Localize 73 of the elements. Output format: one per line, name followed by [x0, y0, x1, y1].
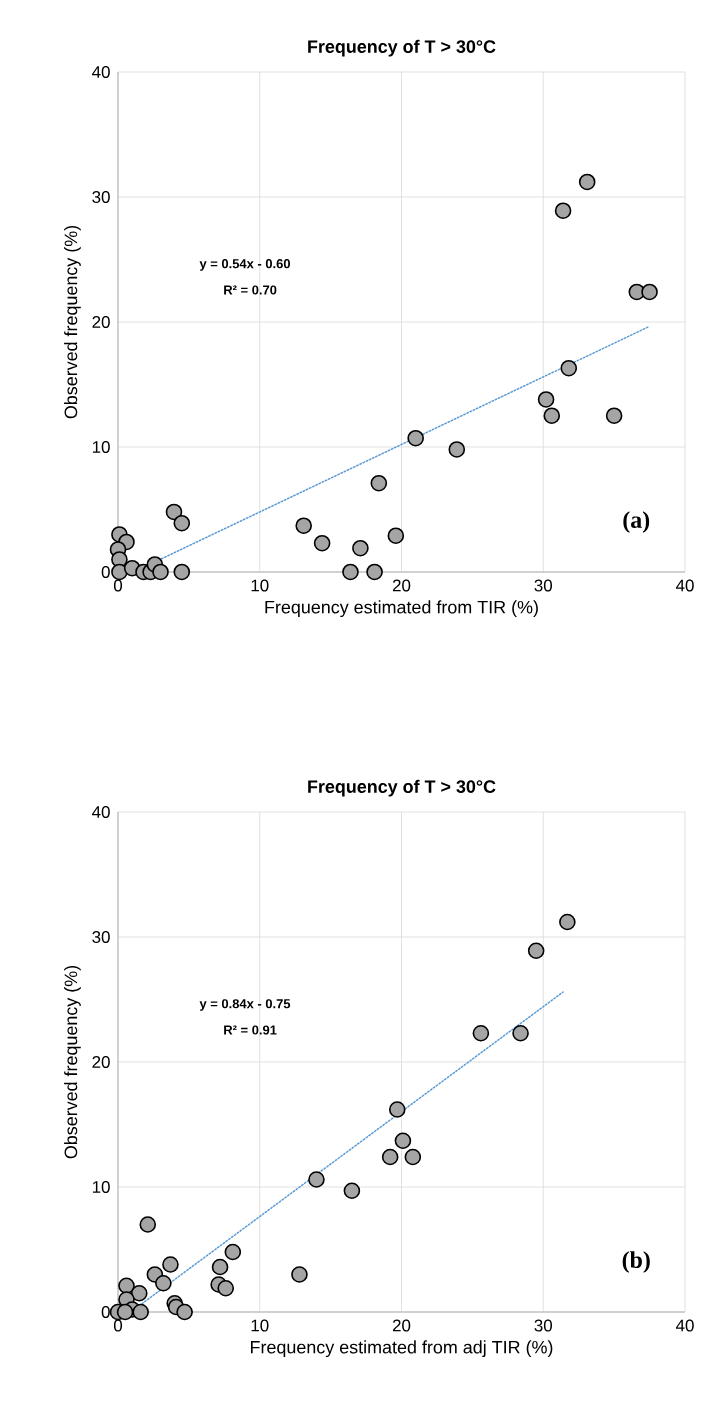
point — [370, 474, 388, 492]
point — [448, 441, 466, 458]
x-tick-label: 40 — [675, 579, 694, 592]
point — [132, 1303, 149, 1321]
point — [527, 942, 545, 960]
point — [313, 534, 331, 552]
x-tick-label: 30 — [534, 1319, 553, 1332]
point — [291, 1266, 308, 1283]
annotation: R² = 0.91 — [224, 1025, 277, 1035]
x-tick-label: 40 — [675, 1319, 694, 1332]
point — [224, 1243, 242, 1261]
point — [152, 563, 169, 581]
point — [388, 1101, 406, 1118]
y-tick-label: 40 — [92, 65, 110, 78]
annotation: y = 0.84x - 0.75 — [199, 999, 291, 1011]
y-tick-label: 20 — [92, 1056, 110, 1068]
point — [162, 1256, 179, 1273]
y-axis-title: Observed frequency (%) — [64, 965, 81, 1159]
x-tick-label: 10 — [251, 1319, 269, 1332]
point — [543, 407, 561, 425]
point — [173, 514, 191, 532]
point — [217, 1279, 235, 1297]
x-axis-title: Frequency estimated from adj TIR (%) — [250, 1340, 553, 1358]
x-tick-label: 20 — [392, 1319, 411, 1332]
x-tick-label: 0 — [113, 579, 123, 592]
point — [366, 563, 383, 581]
chart-title: Frequency of T > 30°C — [308, 39, 496, 57]
point — [537, 391, 555, 408]
y-axis-title: Observed frequency (%) — [64, 225, 81, 419]
y-tick-label: 0 — [101, 565, 110, 578]
x-tick-label: 20 — [392, 579, 411, 592]
y-tick-label: 0 — [101, 1306, 110, 1318]
point — [130, 1284, 148, 1302]
point — [176, 1303, 193, 1321]
point — [560, 359, 578, 377]
y-tick-label: 10 — [92, 440, 110, 453]
annotation: (a) — [623, 511, 650, 533]
point — [512, 1024, 529, 1042]
point — [472, 1024, 490, 1042]
point — [173, 563, 191, 581]
x-tick-label: 0 — [113, 1319, 123, 1332]
point — [295, 517, 312, 535]
point — [407, 429, 424, 447]
x-tick-label: 30 — [534, 579, 553, 592]
point — [404, 1148, 422, 1166]
chart-title: Frequency of T > 30°C — [308, 779, 496, 797]
annotation: R² = 0.70 — [224, 285, 277, 295]
point — [578, 173, 596, 191]
point — [387, 527, 405, 545]
point — [308, 1171, 325, 1188]
point — [342, 563, 359, 581]
y-tick-label: 10 — [92, 1181, 110, 1193]
point — [641, 283, 658, 301]
point — [343, 1182, 361, 1200]
point — [165, 503, 183, 521]
point — [559, 913, 576, 931]
y-tick-label: 30 — [92, 931, 110, 943]
y-tick-label: 20 — [92, 315, 110, 328]
point — [394, 1132, 412, 1150]
annotation: y = 0.54x - 0.60 — [199, 259, 291, 271]
point — [605, 407, 623, 425]
annotation: (b) — [622, 1251, 650, 1273]
y-tick-label: 30 — [92, 190, 110, 203]
point — [554, 202, 572, 220]
point — [211, 1258, 229, 1276]
point — [155, 1274, 172, 1292]
y-tick-label: 40 — [92, 806, 110, 818]
x-tick-label: 10 — [251, 579, 269, 592]
x-axis-title: Frequency estimated from TIR (%) — [265, 600, 538, 618]
point — [116, 1303, 134, 1321]
point — [352, 539, 369, 557]
point — [381, 1148, 399, 1166]
point — [139, 1216, 157, 1233]
